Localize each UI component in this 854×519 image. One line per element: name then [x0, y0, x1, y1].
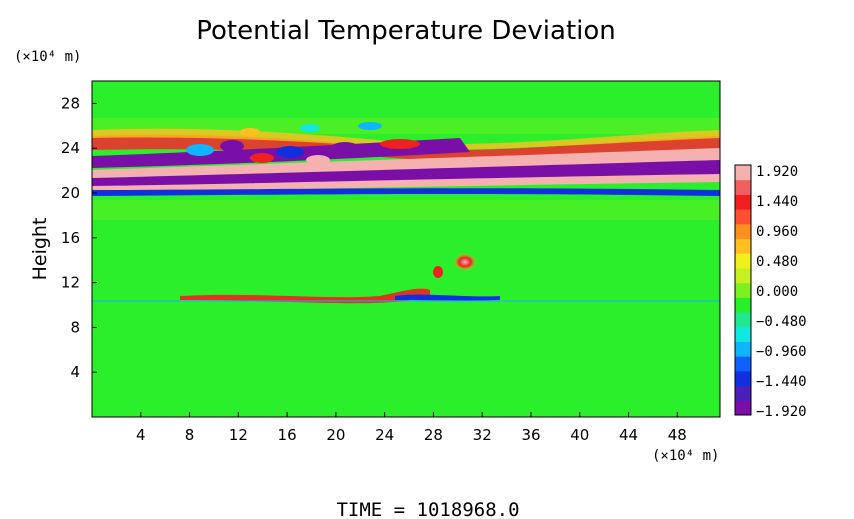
pink-band-1	[92, 148, 720, 180]
x-tick-label: 32	[473, 426, 492, 444]
y-tick-label: 16	[61, 229, 80, 247]
colorbar-segment	[735, 267, 751, 284]
x-tick-label: 20	[326, 426, 345, 444]
colorbar-frame	[734, 164, 752, 416]
x-tick-label: 48	[668, 426, 687, 444]
colorbar-segment	[735, 282, 751, 298]
colorbar-segment	[735, 312, 751, 328]
x-tick-label: 12	[229, 426, 248, 444]
y-tick-label: 12	[61, 274, 80, 292]
colorbar-tick-label: 0.480	[756, 254, 798, 270]
colorbar-segment	[735, 341, 751, 357]
colorbar	[734, 164, 752, 416]
colorbar-segment	[735, 223, 751, 240]
pink-band-2	[92, 174, 720, 192]
wave-spots	[186, 122, 420, 165]
x-tick-label: 24	[375, 426, 394, 444]
y-tick-label: 20	[61, 184, 80, 202]
colorbar-segment	[735, 194, 751, 210]
x-tick-label: 36	[521, 426, 540, 444]
x-tick-label: 44	[619, 426, 638, 444]
colorbar-segment	[735, 238, 751, 254]
texture-band-1	[92, 200, 720, 220]
y-tick-label: 4	[70, 363, 80, 381]
colorbar-tick-label: 0.000	[756, 284, 798, 300]
x-tick-label: 28	[424, 426, 443, 444]
chart-title: Potential Temperature Deviation	[196, 16, 616, 46]
blue-edge	[92, 188, 720, 196]
mid-level-spot	[433, 266, 443, 278]
colorbar-tick-label: 1.440	[756, 194, 798, 210]
colorbar-segment	[735, 385, 751, 401]
x-tick-label: 4	[136, 426, 146, 444]
colorbar-tick-label: −0.960	[756, 344, 807, 360]
x-tick-label: 16	[278, 426, 297, 444]
colorbar-segment	[735, 297, 751, 313]
colorbar-tick-label: −1.920	[756, 404, 807, 420]
colorbar-tick-label: −1.440	[756, 374, 807, 390]
y-axis: 4 8 12 16 20 24 28	[61, 94, 97, 381]
colorbar-segment	[735, 253, 751, 269]
colorbar-segment	[735, 400, 751, 416]
y-tick-label: 24	[61, 139, 80, 157]
colorbar-tick-label: −0.480	[756, 314, 807, 330]
x-axis: 4 8 12 16 20 24 28 32 36 40 44 48	[136, 412, 687, 444]
y-axis-unit: (×10⁴ m)	[14, 49, 81, 65]
x-tick-label: 8	[185, 426, 195, 444]
plot-frame	[91, 80, 721, 418]
plot-area	[92, 81, 720, 417]
colorbar-segment	[735, 179, 751, 195]
colorbar-tick-label: 1.920	[756, 164, 798, 180]
colorbar-segment	[735, 165, 751, 181]
time-label: TIME = 1018968.0	[336, 499, 519, 519]
mid-level-red-streak	[180, 288, 430, 304]
colorbar-ticks: 1.920 1.440 0.960 0.480 0.000 −0.480 −0.960 −1.…	[756, 164, 807, 420]
y-tick-label: 8	[70, 318, 80, 336]
colorbar-tick-label: 0.960	[756, 224, 798, 240]
purple-band-middle	[92, 160, 720, 188]
x-axis-unit: (×10⁴ m)	[652, 448, 719, 464]
y-tick-label: 28	[61, 94, 80, 112]
y-axis-label: Height	[29, 218, 51, 281]
colorbar-segment	[735, 326, 751, 342]
colorbar-segment	[735, 209, 751, 225]
colorbar-segment	[735, 370, 751, 387]
x-tick-label: 40	[570, 426, 589, 444]
low-cyan-streak	[92, 300, 720, 302]
colorbar-segment	[735, 356, 751, 372]
mid-level-blob	[453, 253, 477, 271]
mid-level-blue-streak	[395, 294, 500, 301]
